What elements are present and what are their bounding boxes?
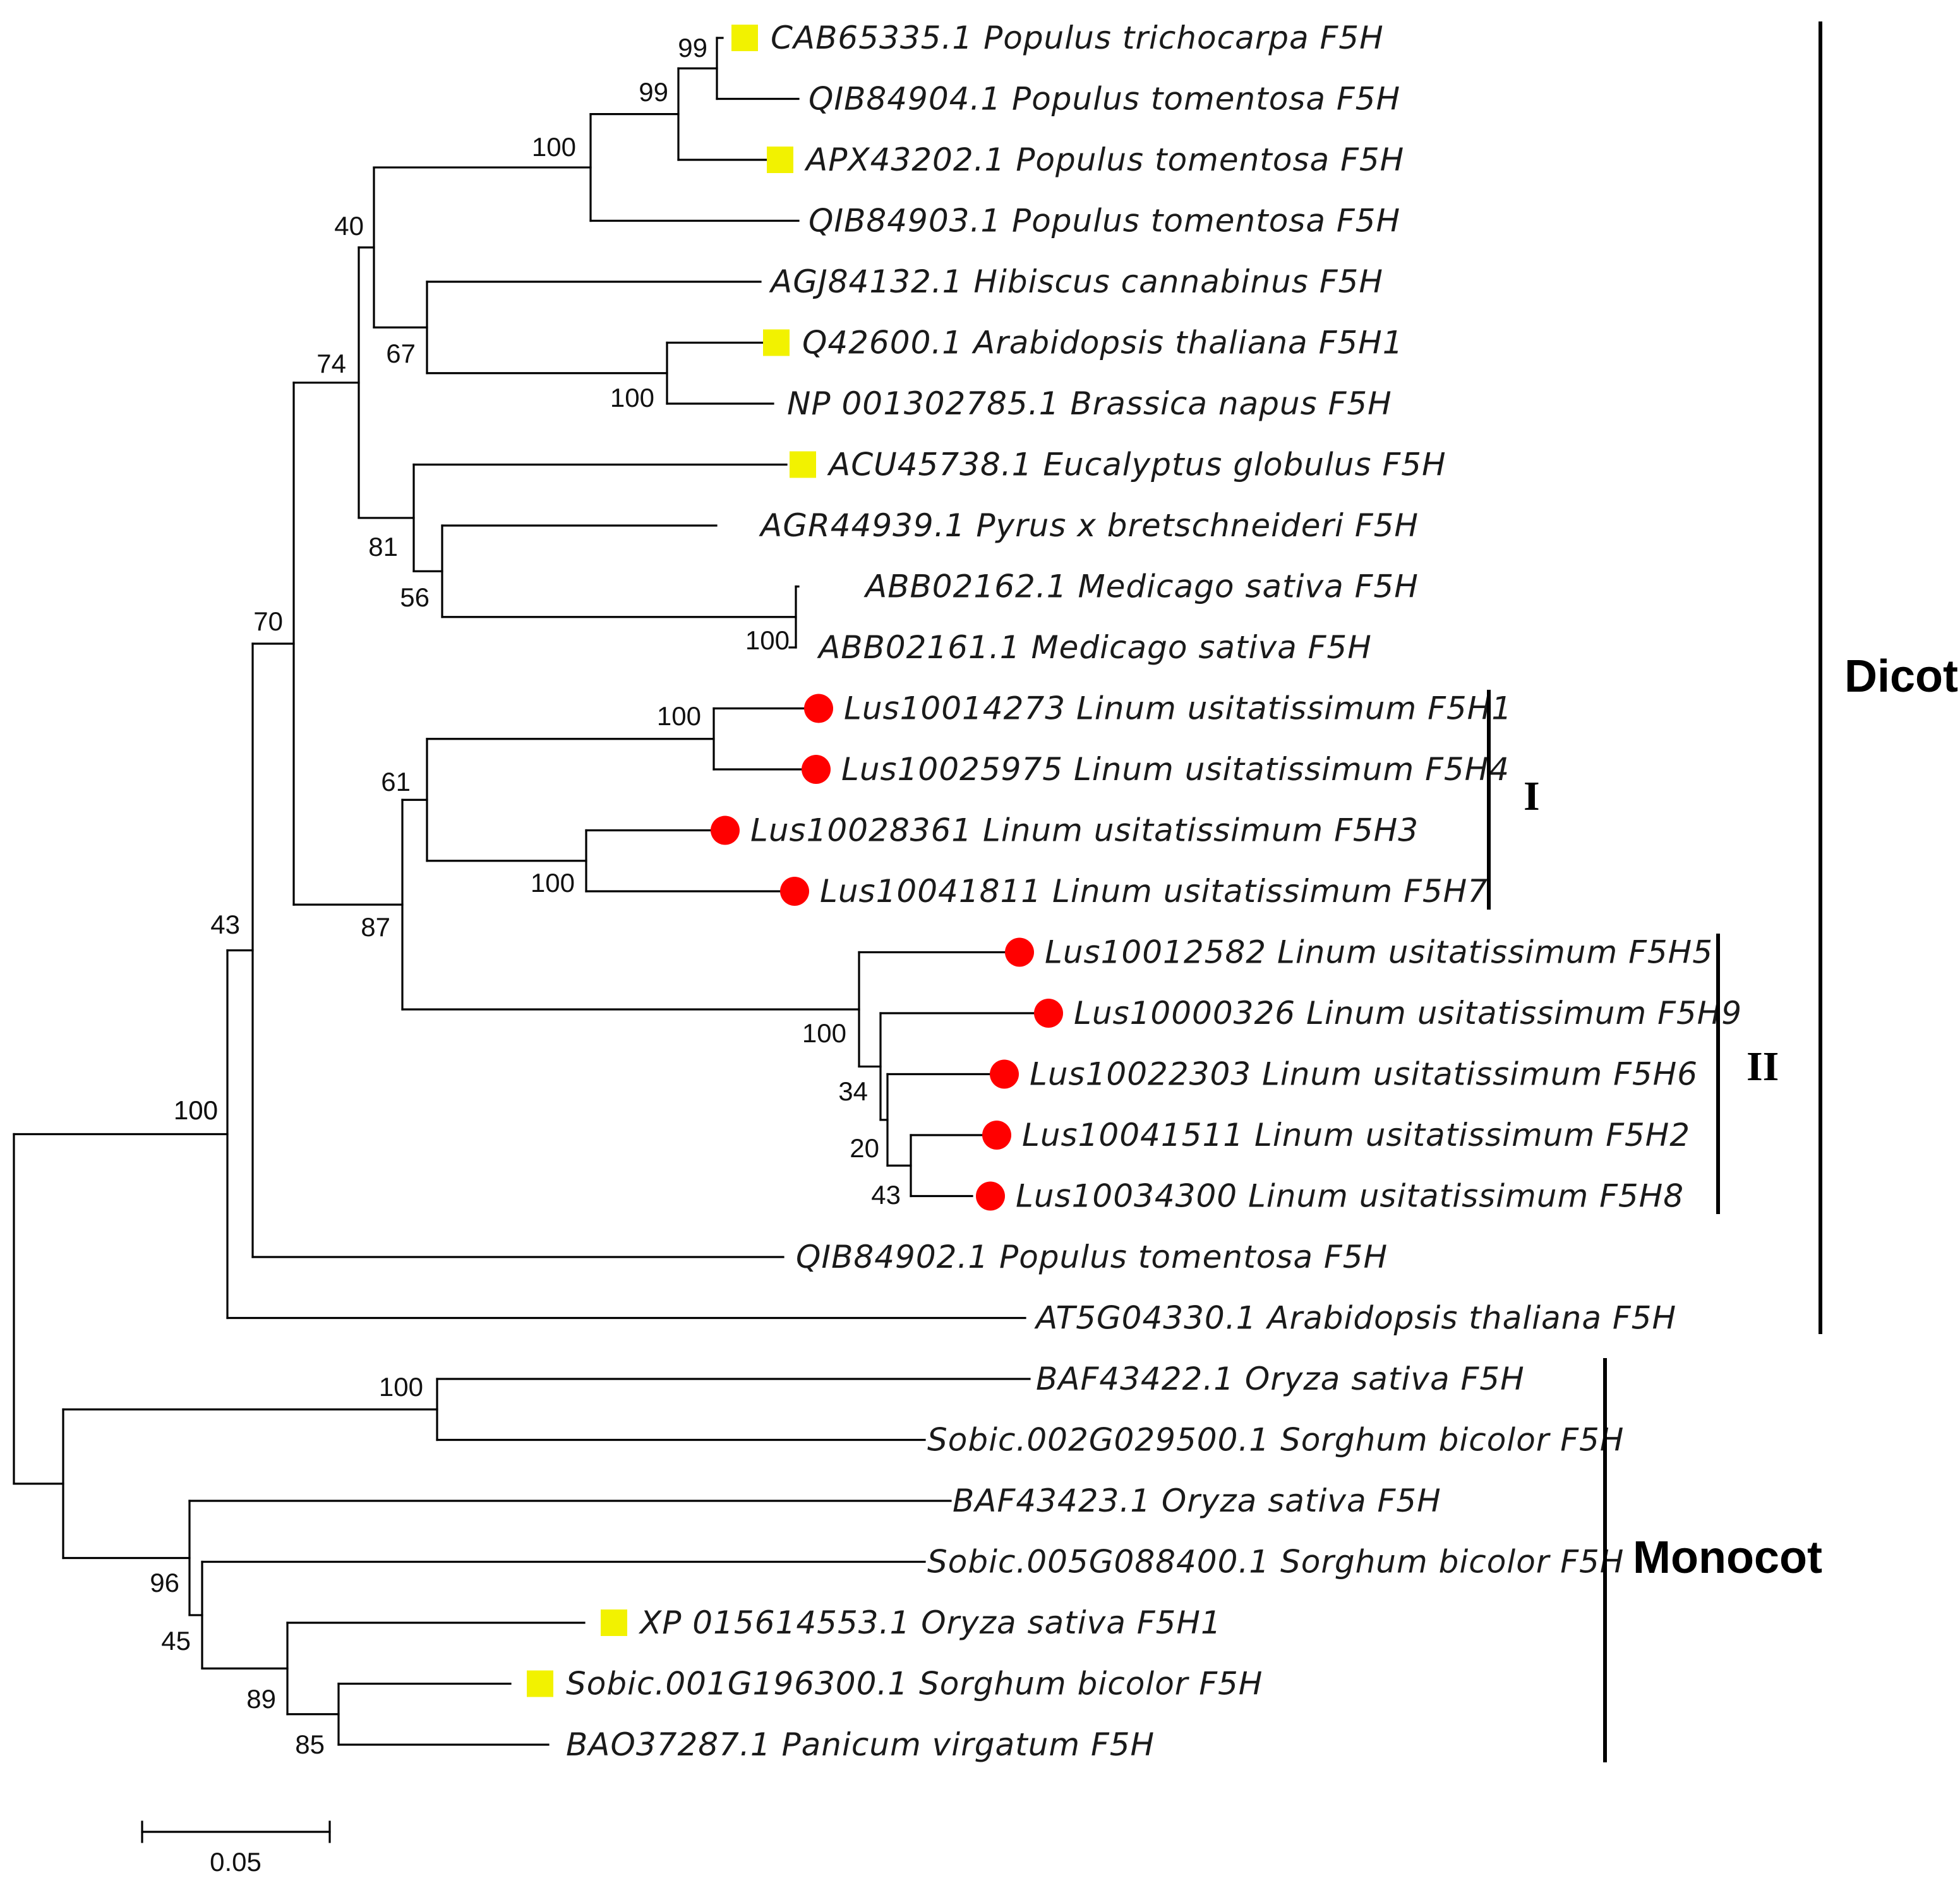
taxon-label-t21: QIB84902.1 Populus tomentosa F5H	[796, 1239, 1388, 1275]
taxon-label-t28: Sobic.001G196300.1 Sorghum bicolor F5H	[566, 1666, 1263, 1702]
taxon-label-t13: Lus10025975 Linum usitatissimum F5H4	[841, 751, 1510, 788]
taxon-label-t2: QIB84904.1 Populus tomentosa F5H	[809, 81, 1400, 117]
taxon-label-t7: NP 001302785.1 Brassica napus F5H	[787, 385, 1392, 422]
taxon-label-t4: QIB84903.1 Populus tomentosa F5H	[809, 203, 1400, 239]
bootstrap-n_t14_t15: 100	[531, 868, 575, 898]
flax-circle-icon	[780, 877, 809, 906]
taxon-label-t5: AGJ84132.1 Hibiscus cannabinus F5H	[769, 263, 1383, 300]
taxon-label-t8: ACU45738.1 Eucalyptus globulus F5H	[827, 447, 1446, 483]
bootstrap-n_t18_t20: 20	[850, 1133, 879, 1163]
clade-ii-bracket: II	[1716, 934, 1779, 1214]
bootstrap-n_t1_t3: 99	[639, 77, 668, 107]
monocot-label: Monocot	[1633, 1532, 1822, 1583]
bootstrap-n_t12_t13: 100	[657, 701, 701, 731]
taxon-label-t17: Lus10000326 Linum usitatissimum F5H9	[1074, 995, 1742, 1032]
bootstrap-n_t16_t20: 100	[802, 1018, 846, 1048]
taxon-label-t24: Sobic.002G029500.1 Sorghum bicolor F5H	[927, 1422, 1624, 1459]
bootstrap-n_t1_t21: 43	[210, 910, 240, 939]
bootstrap-n_t23_t24: 100	[379, 1372, 423, 1402]
reference-square-icon	[601, 1609, 627, 1636]
taxon-label-t18: Lus10022303 Linum usitatissimum F5H6	[1030, 1056, 1698, 1093]
taxon-label-t9: AGR44939.1 Pyrus x bretschneideri F5H	[759, 507, 1419, 544]
taxon-markers	[527, 25, 1063, 1697]
bootstrap-n_t9_t11: 56	[400, 582, 430, 612]
scale-bar: 0.05	[141, 1820, 331, 1877]
bootstrap-n_t1_t4: 100	[532, 132, 576, 162]
reference-square-icon	[731, 25, 758, 51]
flax-circle-icon	[982, 1121, 1011, 1150]
bootstrap-n_t26_t29: 45	[161, 1626, 191, 1656]
taxon-label-t23: BAF43422.1 Oryza sativa F5H	[1036, 1361, 1525, 1397]
flax-circle-icon	[976, 1181, 1005, 1211]
bootstrap-n_t28_t29: 85	[295, 1730, 325, 1759]
taxon-label-t10: ABB02162.1 Medicago sativa F5H	[863, 569, 1419, 605]
taxon-labels: CAB65335.1 Populus trichocarpa F5H QIB849…	[566, 20, 1742, 1763]
bootstrap-n_t5_t7: 67	[386, 339, 416, 368]
bootstrap-n_t12_t20: 87	[361, 912, 390, 942]
reference-square-icon	[527, 1670, 553, 1697]
taxon-label-t12: Lus10014273 Linum usitatissimum F5H1	[844, 690, 1512, 727]
bootstrap-n_t1_t2: 99	[678, 33, 707, 63]
bootstrap-n_t8_t11: 81	[368, 532, 398, 562]
bootstrap-n_t1_t20: 70	[253, 606, 283, 636]
taxon-label-t1: CAB65335.1 Populus trichocarpa F5H	[771, 20, 1384, 56]
taxon-label-t15: Lus10041811 Linum usitatissimum F5H7	[820, 873, 1488, 910]
flax-circle-icon	[1034, 999, 1063, 1028]
scale-bar-label: 0.05	[210, 1847, 262, 1877]
bootstrap-n_t1_t11: 74	[316, 349, 346, 378]
flax-circle-icon	[802, 755, 831, 784]
tree-branches	[13, 37, 1037, 1746]
taxon-label-t22: AT5G04330.1 Arabidopsis thaliana F5H	[1034, 1300, 1676, 1337]
bootstrap-n_t10_t11: 100	[745, 625, 790, 655]
taxon-label-t11: ABB02161.1 Medicago sativa F5H	[817, 629, 1372, 666]
taxon-label-t14: Lus10028361 Linum usitatissimum F5H3	[750, 812, 1419, 849]
bootstrap-n_t1_t7: 40	[334, 211, 364, 241]
taxon-label-t29: BAO37287.1 Panicum virgatum F5H	[566, 1726, 1155, 1763]
bootstrap-n_t19_t20: 43	[871, 1180, 901, 1210]
taxon-label-t19: Lus10041511 Linum usitatissimum F5H2	[1022, 1117, 1690, 1153]
dicot-label: Dicot	[1844, 651, 1958, 702]
clade-i-label: I	[1524, 773, 1540, 819]
flax-circle-icon	[711, 815, 740, 845]
taxon-label-t3: APX43202.1 Populus tomentosa F5H	[804, 141, 1404, 178]
dicot-bracket: Dicot	[1819, 21, 1958, 1334]
flax-circle-icon	[990, 1059, 1019, 1089]
bootstrap-n_t17_t20: 34	[838, 1076, 868, 1106]
reference-square-icon	[790, 451, 816, 478]
bootstrap-n_t6_t7: 100	[610, 383, 654, 412]
taxon-label-t25: BAF43423.1 Oryza sativa F5H	[953, 1483, 1441, 1519]
bootstrap-n_t12_t15: 61	[381, 767, 411, 797]
flax-circle-icon	[1005, 937, 1034, 967]
bootstrap-n_t1_t22: 100	[174, 1095, 218, 1125]
clade-i-bracket: I	[1487, 690, 1540, 910]
taxon-label-t26: Sobic.005G088400.1 Sorghum bicolor F5H	[927, 1544, 1624, 1580]
taxon-label-t16: Lus10012582 Linum usitatissimum F5H5	[1045, 934, 1713, 971]
taxon-label-t6: Q42600.1 Arabidopsis thaliana F5H1	[802, 325, 1404, 361]
reference-square-icon	[763, 329, 790, 356]
reference-square-icon	[767, 147, 793, 173]
bootstrap-n_t27_t29: 89	[246, 1684, 276, 1714]
taxon-label-t20: Lus10034300 Linum usitatissimum F5H8	[1016, 1178, 1684, 1215]
taxon-label-t27: XP 015614553.1 Oryza sativa F5H1	[638, 1604, 1222, 1641]
flax-circle-icon	[804, 694, 833, 723]
clade-ii-label: II	[1747, 1044, 1779, 1090]
bootstrap-n_t25_t29: 96	[150, 1568, 179, 1597]
monocot-bracket: Monocot	[1603, 1358, 1822, 1762]
bootstrap-n_t1_t22: 100	[174, 1095, 218, 1125]
